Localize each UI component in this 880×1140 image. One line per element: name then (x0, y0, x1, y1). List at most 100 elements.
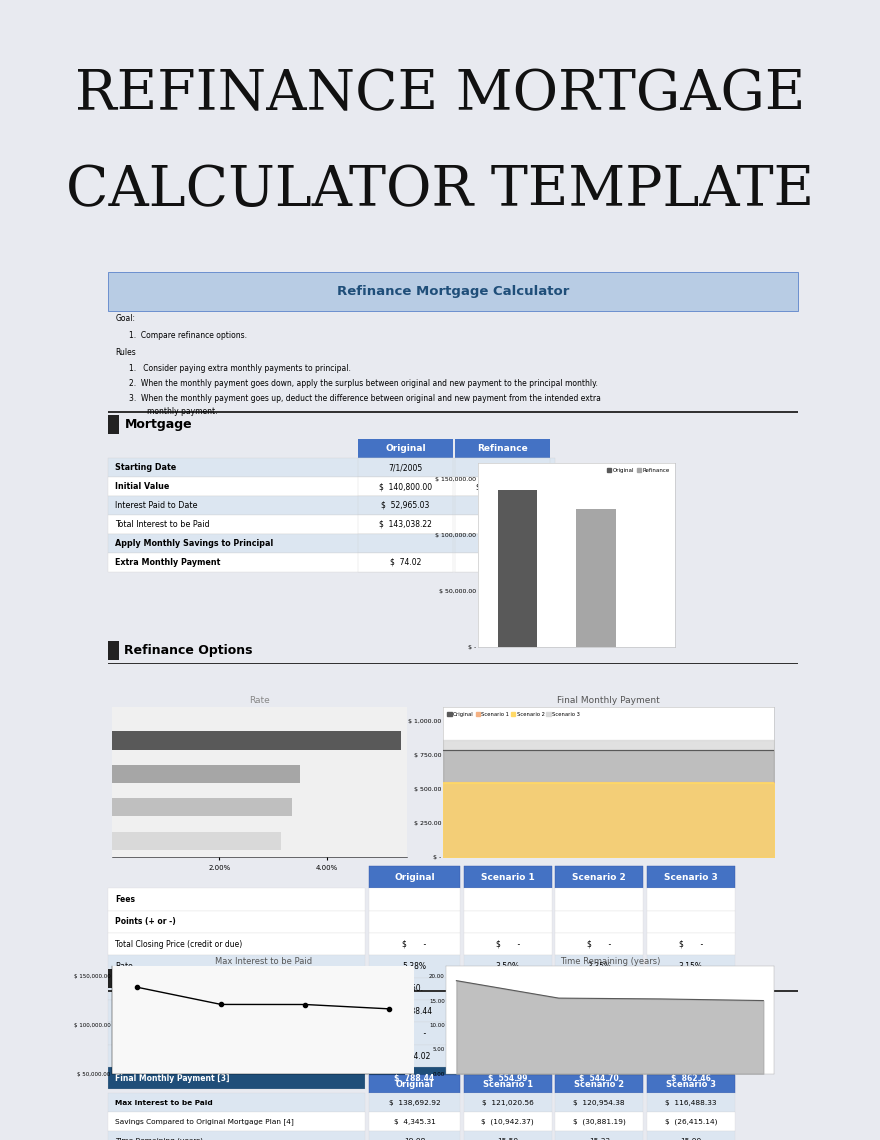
Bar (369, 1044, 460, 1067)
Bar (108, 515, 555, 534)
Text: 360.: 360. (499, 984, 517, 993)
Bar (555, 1044, 643, 1067)
Text: $       -: $ - (402, 1029, 427, 1037)
Text: $  554.99: $ 554.99 (489, 1007, 526, 1016)
Text: $  143,038.22: $ 143,038.22 (379, 520, 432, 529)
Bar (369, 1023, 460, 1044)
Bar (455, 553, 550, 571)
Text: Scenario 3: Scenario 3 (664, 872, 718, 881)
Bar (108, 1023, 365, 1044)
Bar (464, 1000, 552, 1023)
Bar (108, 641, 119, 660)
Bar (108, 496, 555, 515)
Bar (455, 515, 550, 534)
Text: $  317.76: $ 317.76 (581, 1051, 618, 1060)
Text: 7/1/2005: 7/1/2005 (389, 463, 422, 472)
Title: Time Remaining (years): Time Remaining (years) (560, 956, 660, 966)
Text: $  120,954.38: $ 120,954.38 (574, 1100, 625, 1106)
Text: Scenario 1: Scenario 1 (480, 872, 535, 881)
Bar (464, 1075, 552, 1093)
Text: CALCULATOR TEMPLATE: CALCULATOR TEMPLATE (66, 164, 814, 218)
Text: 360.: 360. (406, 984, 423, 993)
Text: Original: Original (395, 1080, 434, 1089)
Bar (369, 978, 460, 1000)
Bar (358, 553, 453, 571)
Text: Scenario 1: Scenario 1 (483, 1080, 532, 1089)
Text: 3.  When the monthly payment goes up, deduct the difference between original and: 3. When the monthly payment goes up, ded… (129, 393, 601, 402)
Bar (108, 415, 119, 434)
Text: Scenario 2: Scenario 2 (572, 872, 627, 881)
Bar (108, 1093, 365, 1113)
Bar (369, 1093, 460, 1113)
Bar (369, 888, 460, 911)
Text: 19.08: 19.08 (404, 1138, 425, 1140)
Text: Fees: Fees (115, 895, 136, 904)
Text: Original: Original (385, 445, 426, 454)
Text: $  140,800.00: $ 140,800.00 (379, 482, 432, 491)
Bar (108, 1000, 365, 1023)
Text: 180.: 180. (682, 984, 700, 993)
Text: $  (10,942.37): $ (10,942.37) (481, 1118, 534, 1125)
Text: $  121,020.56: $ 121,020.56 (482, 1100, 533, 1106)
Text: Total Closing Price (credit or due): Total Closing Price (credit or due) (115, 939, 243, 948)
Text: Goal:: Goal: (115, 314, 136, 323)
Bar (369, 955, 460, 978)
Text: $  52,965.03: $ 52,965.03 (382, 500, 429, 510)
Text: $  554.99: $ 554.99 (488, 1074, 527, 1083)
Bar (647, 866, 735, 888)
Text: Yes [2]: Yes [2] (489, 557, 515, 567)
Bar (108, 1131, 365, 1140)
Text: $  788.44: $ 788.44 (394, 1074, 435, 1083)
Text: Savings Compared to Original Mortgage Plan [4]: Savings Compared to Original Mortgage Pl… (115, 1118, 294, 1125)
Bar (108, 534, 555, 553)
Text: Scenario 2: Scenario 2 (575, 1080, 624, 1089)
Bar (108, 978, 365, 1000)
Bar (464, 1113, 552, 1131)
Bar (647, 888, 735, 911)
Text: Time Remaining (years): Time Remaining (years) (115, 1138, 203, 1140)
Bar (369, 1113, 460, 1131)
Text: $  307.47: $ 307.47 (489, 1051, 526, 1060)
Text: 1/1/2013: 1/1/2013 (485, 463, 519, 472)
Text: $  862.46: $ 862.46 (671, 1074, 711, 1083)
Bar (647, 1000, 735, 1023)
Bar (108, 933, 365, 955)
Bar (455, 496, 550, 515)
Bar (497, 489, 537, 648)
Bar (369, 1000, 460, 1023)
Bar (464, 933, 552, 955)
Bar (108, 478, 555, 496)
Text: Extra Monthly Payment + Diff from Orig Payment: Extra Monthly Payment + Diff from Orig P… (115, 1051, 304, 1060)
Text: $       -: $ - (495, 939, 520, 948)
Bar (455, 439, 550, 458)
Bar (108, 412, 798, 413)
Text: Apply Monthly Savings to Principal: Apply Monthly Savings to Principal (115, 539, 274, 547)
Bar (464, 1131, 552, 1140)
Legend: Original, Scenario 1, Scenario 2, Scenario 3: Original, Scenario 1, Scenario 2, Scenar… (445, 710, 582, 719)
Bar (369, 933, 460, 955)
Bar (576, 508, 616, 648)
Text: Scenario 3: Scenario 3 (666, 1080, 715, 1089)
Bar (464, 1093, 552, 1113)
Text: Interest Paid to Date: Interest Paid to Date (115, 500, 198, 510)
Text: 5.38%: 5.38% (402, 962, 427, 971)
Bar (108, 911, 365, 933)
Bar (555, 866, 643, 888)
Bar (555, 1067, 643, 1089)
Bar (108, 1113, 365, 1131)
Bar (647, 1131, 735, 1140)
Text: $       -: $ - (402, 939, 427, 948)
Bar (555, 1075, 643, 1093)
Bar (369, 866, 460, 888)
Bar (647, 1093, 735, 1113)
Bar (555, 978, 643, 1000)
Text: $  (74.02): $ (74.02) (672, 1029, 709, 1037)
Bar (369, 1067, 460, 1089)
Legend: Original, Refinance: Original, Refinance (605, 465, 672, 474)
Bar (108, 888, 365, 911)
Bar (108, 969, 119, 988)
Text: $  74.02: $ 74.02 (399, 1051, 430, 1060)
Bar (108, 272, 798, 310)
Title: Final Monthly Payment: Final Monthly Payment (557, 697, 659, 705)
Bar (455, 534, 550, 553)
